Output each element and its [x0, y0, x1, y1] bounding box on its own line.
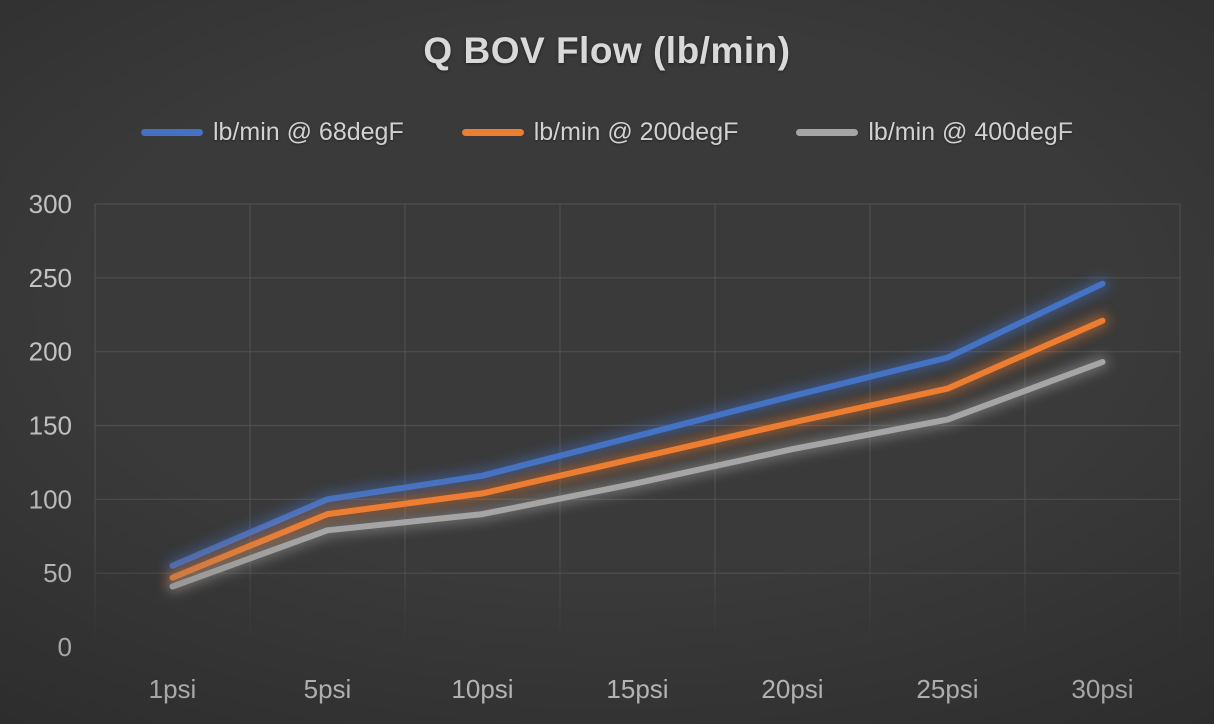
- legend-marker-icon: [140, 129, 203, 136]
- x-tick-label: 20psi: [761, 674, 823, 704]
- x-tick-label: 5psi: [304, 674, 352, 704]
- series-glow-2: [166, 355, 1109, 593]
- series-line-2: [169, 359, 1106, 590]
- legend-label: lb/min @ 200degF: [533, 118, 739, 146]
- x-tick-label: 25psi: [916, 674, 978, 704]
- y-tick-label: 200: [29, 337, 72, 367]
- x-tick-label: 10psi: [451, 674, 513, 704]
- legend-item-1: lb/min @ 200degF: [461, 118, 739, 147]
- y-tick-label: 250: [29, 263, 72, 293]
- y-tick-label: 50: [43, 558, 72, 588]
- x-tick-label: 30psi: [1071, 674, 1133, 704]
- legend: lb/min @ 68degF lb/min @ 200degF lb/min @ …: [0, 118, 1214, 147]
- y-tick-label: 100: [29, 484, 72, 514]
- series-line-0: [169, 280, 1106, 569]
- legend-item-0: lb/min @ 68degF: [140, 118, 404, 147]
- series-line-1: [169, 317, 1106, 581]
- y-tick-label: 150: [29, 411, 72, 441]
- x-tick-label: 1psi: [149, 674, 197, 704]
- y-tick-label: 0: [58, 632, 72, 662]
- x-tick-label: 15psi: [606, 674, 668, 704]
- legend-marker-icon: [461, 129, 524, 136]
- y-tick-label: 300: [29, 189, 72, 219]
- legend-marker-icon: [796, 129, 859, 136]
- chart-title: Q BOV Flow (lb/min): [423, 30, 791, 71]
- legend-label: lb/min @ 400degF: [868, 118, 1074, 146]
- legend-label: lb/min @ 68degF: [212, 118, 404, 146]
- legend-item-2: lb/min @ 400degF: [796, 118, 1073, 147]
